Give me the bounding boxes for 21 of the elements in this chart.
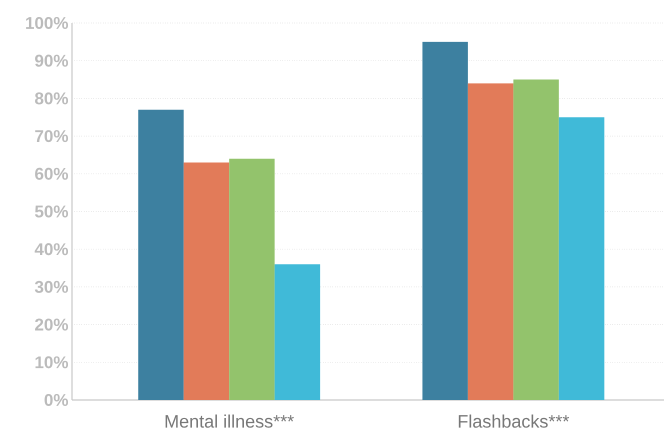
x-tick-label: Flashbacks*** <box>458 414 570 428</box>
y-tick-label: 30% <box>34 280 68 293</box>
y-tick-label: 90% <box>35 54 68 67</box>
y-tick-label: 70% <box>35 130 68 142</box>
bar <box>468 83 514 400</box>
y-tick-label: 40% <box>34 243 68 256</box>
y-tick-label: 20% <box>35 318 68 331</box>
bar <box>422 42 468 400</box>
y-tick-label: 0% <box>44 394 68 406</box>
bar <box>513 80 559 400</box>
bar <box>274 264 320 400</box>
bar <box>138 110 184 400</box>
y-tick-label: 100% <box>26 16 68 30</box>
bar <box>184 162 230 400</box>
y-tick-label: 50% <box>34 205 68 218</box>
bar <box>229 158 275 400</box>
y-tick-label: 10% <box>36 356 68 368</box>
x-tick-label: Mental illness*** <box>166 414 294 428</box>
y-tick-label: 60% <box>35 168 68 180</box>
y-tick-label: 80% <box>35 92 68 104</box>
bar <box>558 117 604 400</box>
